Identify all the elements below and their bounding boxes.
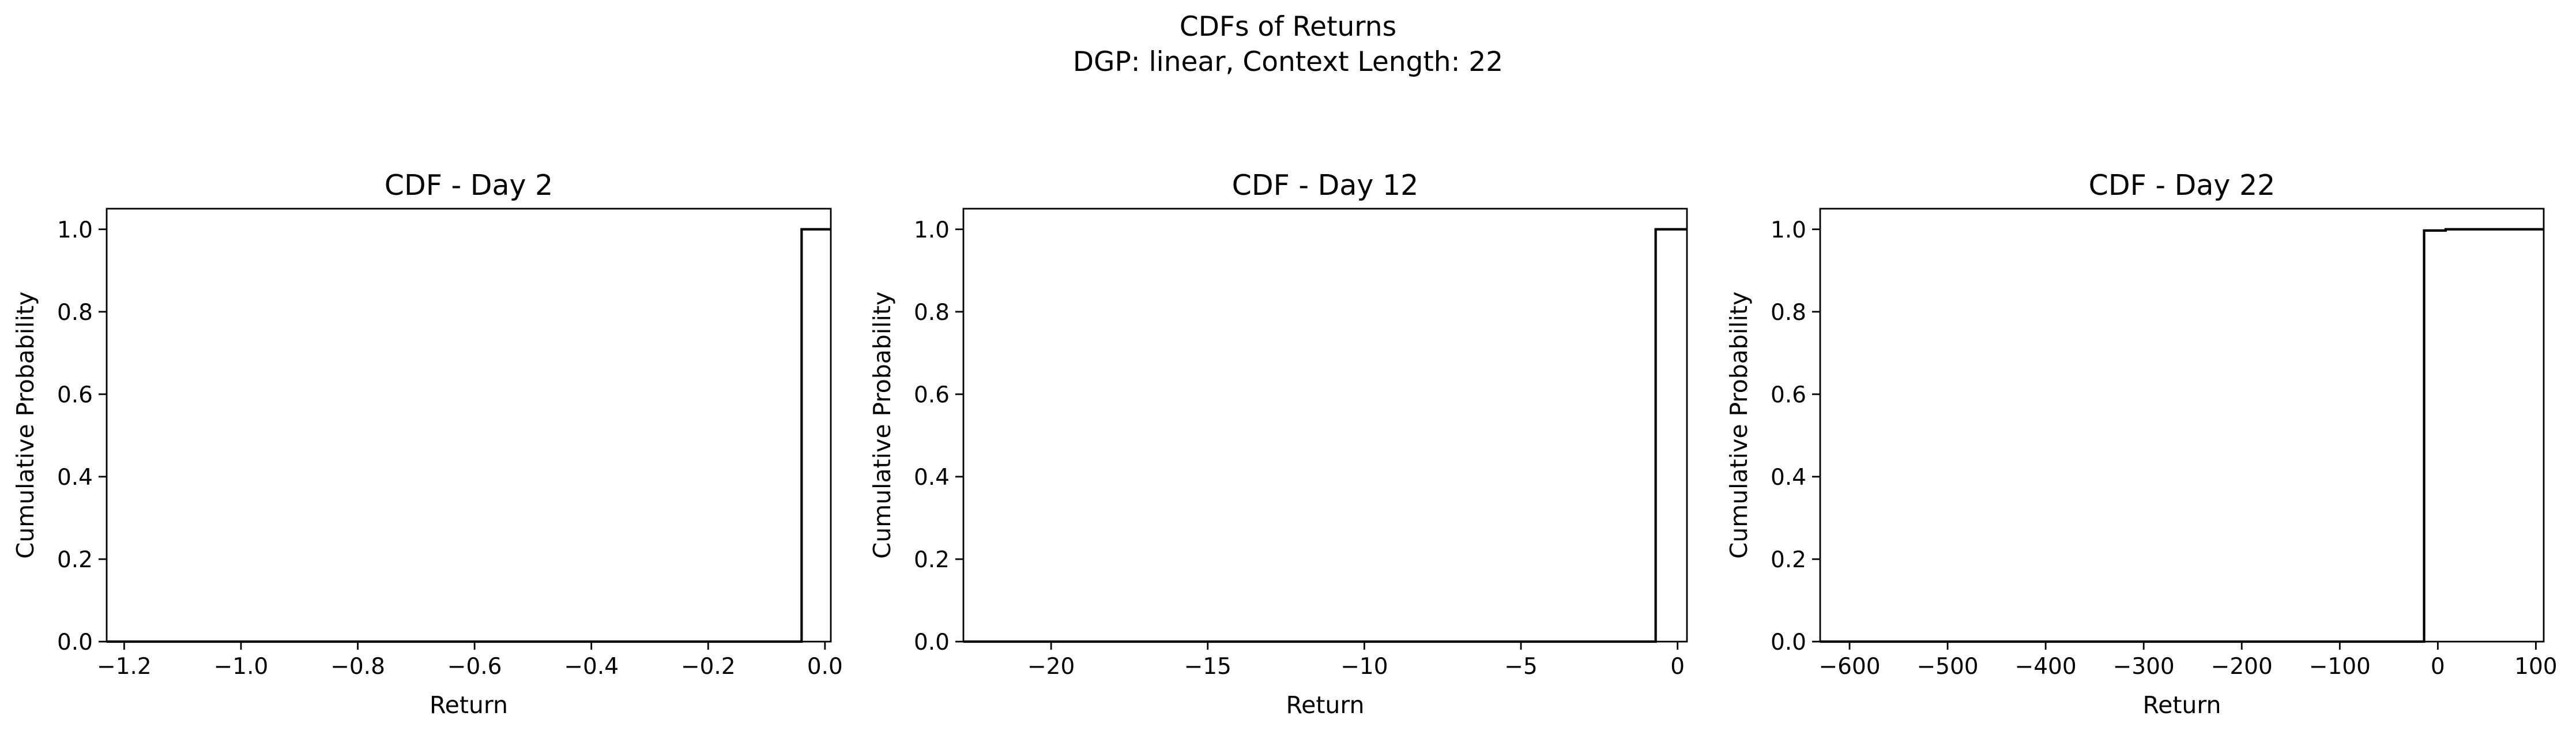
y-tick-label: 0.4 [57, 465, 93, 491]
y-axis-label: Cumulative Probability [868, 292, 896, 559]
x-tick-label: −15 [1184, 654, 1231, 680]
figure-suptitle-line-1: CDFs of Returns [1180, 11, 1396, 43]
subplot-1: −1.2 −1.0 −0.8 −0.6 −0.4 −0.2 0.0 0.0 0.2 0.4 0.6 0… [12, 169, 843, 719]
x-axis-label: Return [430, 691, 508, 719]
y-tick-label: 0.6 [57, 382, 93, 408]
y-tick-label: 0.0 [914, 630, 950, 655]
y-tick-label: 0.2 [1771, 547, 1806, 573]
x-tick-label: −1.2 [97, 654, 152, 680]
x-tick-label: −400 [2015, 654, 2077, 680]
y-tick-label: 0.8 [914, 300, 950, 326]
y-tick-label: 0.6 [914, 382, 950, 408]
y-axis-label: Cumulative Probability [12, 292, 39, 559]
subplot-title: CDF - Day 22 [2089, 169, 2276, 202]
y-tick-label: 1.0 [914, 217, 950, 243]
x-axis-label: Return [2142, 691, 2221, 719]
x-tick-label: −500 [1917, 654, 1979, 680]
x-tick-label: 0 [2431, 654, 2445, 680]
y-tick-label: 1.0 [1771, 217, 1806, 243]
y-tick-label: 0.8 [57, 300, 93, 326]
x-tick-label: −600 [1818, 654, 1880, 680]
y-tick-label: 1.0 [57, 217, 93, 243]
x-tick-label: 0.0 [807, 654, 843, 680]
axes-frame [1819, 208, 2545, 643]
subplot-3: −600 −500 −400 −300 −200 −100 0 100 0.0 0.2 0.4 0.6… [1725, 169, 2558, 719]
x-axis-label: Return [1286, 691, 1364, 719]
axes-frame [106, 208, 832, 643]
y-tick-label: 0.6 [1771, 382, 1806, 408]
y-tick-label: 0.2 [914, 547, 950, 573]
x-tick-label: −200 [2211, 654, 2273, 680]
axes-frame [962, 208, 1688, 643]
y-tick-label: 0.2 [57, 547, 93, 573]
y-tick-label: 0.4 [1771, 465, 1806, 491]
x-tick-label: −0.4 [564, 654, 619, 680]
x-tick-label: −0.6 [447, 654, 502, 680]
x-tick-label: −0.8 [330, 654, 385, 680]
figure-suptitle-line-2: DGP: linear, Context Length: 22 [1073, 46, 1503, 78]
x-tick-label: −10 [1340, 654, 1388, 680]
x-tick-label: 100 [2514, 654, 2557, 680]
x-tick-label: 0 [1670, 654, 1685, 680]
y-tick-label: 0.0 [1771, 630, 1806, 655]
subplot-2: −20 −15 −10 −5 0 0.0 0.2 0.4 0.6 0.8 1.0 CDF - Day … [868, 169, 1688, 719]
subplots: −1.2 −1.0 −0.8 −0.6 −0.4 −0.2 0.0 0.0 0.2 0.4 0.6 0… [12, 169, 2558, 719]
x-tick-label: −5 [1504, 654, 1538, 680]
x-tick-label: −300 [2113, 654, 2175, 680]
y-axis-label: Cumulative Probability [1725, 292, 1753, 559]
subplot-title: CDF - Day 12 [1232, 169, 1419, 202]
y-tick-label: 0.0 [57, 630, 93, 655]
x-tick-label: −0.2 [681, 654, 736, 680]
x-tick-label: −100 [2309, 654, 2371, 680]
x-tick-label: −20 [1027, 654, 1075, 680]
x-tick-label: −1.0 [214, 654, 269, 680]
y-tick-label: 0.4 [914, 465, 950, 491]
subplot-title: CDF - Day 2 [385, 169, 553, 202]
y-tick-label: 0.8 [1771, 300, 1806, 326]
